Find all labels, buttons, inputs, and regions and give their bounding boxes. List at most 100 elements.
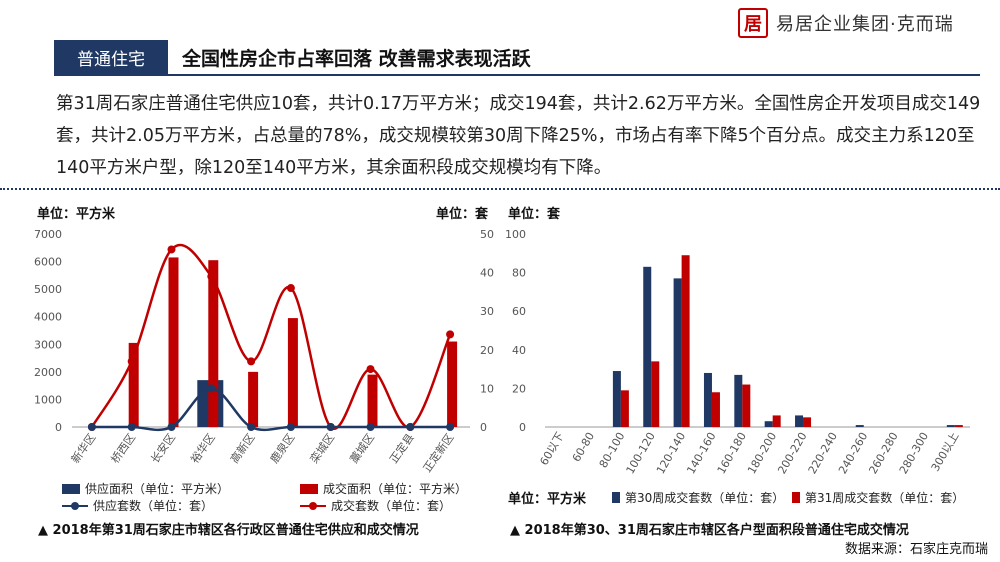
legend-swatch-red-bar: [300, 483, 318, 494]
week30-bar: [795, 415, 804, 427]
title-underline: [54, 74, 980, 76]
week30-bar: [946, 425, 955, 427]
section-tag: 普通住宅: [54, 40, 168, 74]
x-tick-label: 100-120: [624, 430, 658, 476]
supply-units-point: [127, 423, 136, 431]
legend-transaction-units: 成交套数（单位：套）: [300, 497, 451, 514]
supply-units-point: [167, 423, 176, 431]
week30-bar: [673, 278, 682, 427]
data-source: 数据来源：石家庄克而瑞: [844, 542, 988, 557]
left-chart-unit-right: 单位：套: [436, 207, 489, 222]
x-tick-label: 280-300: [897, 430, 931, 476]
right-y-tick-label: 0: [480, 421, 487, 434]
district-supply-transaction-chart: 0 1000 2000 3000 4000 5000 6000 7000 0 10 20 30 40 50…: [34, 228, 494, 475]
left-y-tick-label: 3000: [34, 338, 62, 351]
x-tick-label: 桥西区: [109, 431, 139, 465]
x-tick-label: 新华区: [68, 431, 98, 466]
legend-swatch-week31: [792, 492, 800, 503]
week30-bar: [643, 266, 652, 427]
x-tick-label: 180-200: [745, 430, 779, 476]
week31-bar: [681, 255, 690, 427]
transaction-units-line: [90, 243, 452, 430]
week30-bar: [612, 371, 621, 427]
legend-week31: 第31周成交套数（单位：套）: [792, 489, 964, 506]
slide-headline: 全国性房企市占率回落 改善需求表现活跃: [182, 48, 531, 70]
week31-bar: [954, 425, 963, 427]
left-chart-caption: ▲ 2018年第31周石家庄市辖区各行政区普通住宅供应和成交情况: [38, 523, 419, 538]
transaction-units-point: [167, 245, 176, 254]
x-tick-label: 160-180: [715, 430, 749, 476]
legend-transaction-area: 成交面积（单位：平方米）: [300, 480, 467, 497]
left-y-tick-label: 1000: [34, 393, 62, 406]
x-tick-label: 60以下: [538, 430, 567, 468]
right-y-tick-label: 10: [480, 382, 494, 395]
supply-units-point: [87, 423, 96, 431]
x-tick-label: 鹿泉区: [267, 431, 297, 466]
week31-bar: [651, 361, 660, 427]
right-chart-x-unit: 单位：平方米: [508, 492, 587, 507]
right-y-tick-label: 20: [480, 344, 494, 357]
left-chart-unit-left: 单位：平方米: [37, 207, 116, 222]
transaction-units-point: [247, 357, 256, 366]
transaction-units-point: [207, 272, 216, 281]
y-tick-label: 0: [519, 421, 526, 434]
x-tick-label: 120-140: [654, 430, 688, 476]
week31-bar: [742, 384, 751, 427]
week31-bar: [620, 390, 629, 427]
left-y-tick-label: 2000: [34, 366, 62, 379]
x-tick-label: 300以上: [929, 430, 962, 474]
transaction-area-bar: [287, 318, 298, 427]
brand-logo-group: 居 易居企业集团·克而瑞: [738, 6, 993, 40]
supply-units-line: [91, 387, 451, 432]
x-tick-label: 长安区: [148, 431, 178, 466]
x-tick-label: 高新区: [227, 431, 257, 466]
right-y-tick-label: 30: [480, 305, 494, 318]
legend-swatch-week30: [612, 492, 620, 503]
legend-swatch-navy-line: [62, 501, 88, 511]
transaction-units-point: [446, 330, 455, 339]
y-tick-label: 40: [512, 344, 526, 357]
supply-units-point: [247, 423, 256, 431]
transaction-area-bar: [447, 341, 458, 427]
week31-bar: [711, 392, 720, 427]
company-logo-icon: 居: [738, 8, 768, 38]
supply-units-point: [207, 384, 216, 393]
supply-units-point: [286, 423, 295, 431]
transaction-units-point: [366, 365, 375, 374]
week31-bar: [772, 415, 781, 427]
legend-swatch-red-line: [300, 501, 326, 511]
left-y-tick-label: 4000: [34, 311, 62, 324]
right-chart-caption: ▲ 2018年第30、31周石家庄市辖区各户型面积段普通住宅成交情况: [510, 523, 909, 538]
y-tick-label: 20: [512, 382, 526, 395]
transaction-area-bar: [208, 260, 219, 427]
summary-paragraph: 第31周石家庄普通住宅供应10套，共计0.17万平方米；成交194套，共计2.6…: [56, 94, 981, 178]
x-tick-label: 藁城区: [347, 431, 377, 465]
x-tick-label: 80-100: [597, 430, 628, 470]
legend-supply-area: 供应面积（单位：平方米）: [62, 480, 229, 497]
left-y-tick-label: 0: [55, 421, 62, 434]
y-tick-label: 60: [512, 305, 526, 318]
section-divider: [0, 188, 1000, 190]
transaction-area-bar: [168, 257, 179, 427]
x-tick-label: 240-260: [836, 430, 870, 476]
y-tick-label: 80: [512, 267, 526, 280]
right-y-tick-label: 50: [480, 228, 494, 241]
transaction-area-bar: [367, 374, 378, 427]
transaction-units-point: [286, 284, 295, 293]
transaction-area-bar: [128, 342, 139, 427]
transaction-area-bar: [248, 371, 259, 427]
x-tick-label: 栾城区: [307, 431, 337, 466]
x-tick-label: 260-280: [866, 430, 900, 476]
transaction-units-point: [127, 357, 136, 366]
x-tick-label: 60-80: [570, 430, 597, 464]
right-chart-unit: 单位：套: [508, 207, 561, 222]
legend-swatch-navy-bar: [62, 483, 80, 494]
week30-bar: [703, 372, 712, 427]
left-y-tick-label: 5000: [34, 283, 62, 296]
week30-bar: [764, 421, 773, 427]
y-tick-label: 100: [505, 228, 526, 241]
legend-week30: 第30周成交套数（单位：套）: [612, 489, 784, 506]
x-tick-label: 正定县: [386, 431, 416, 466]
week31-bar: [803, 417, 812, 427]
x-tick-label: 裕华区: [187, 431, 217, 466]
